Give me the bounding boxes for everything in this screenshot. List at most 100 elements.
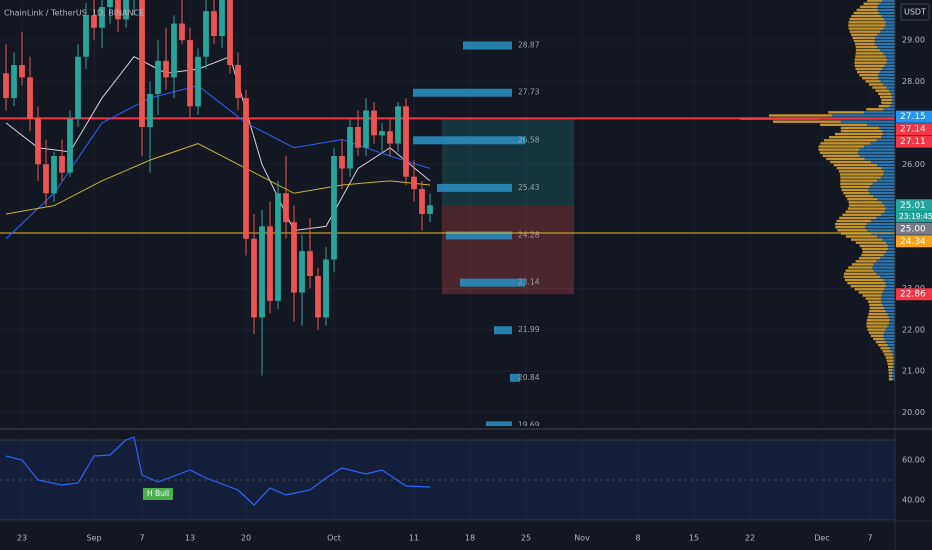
volume-profile-up [869,191,895,195]
volume-profile-down [840,185,870,189]
volume-profile-down [836,167,882,170]
volume-profile-up [880,80,895,83]
candle-body [283,193,289,223]
volume-profile-down [840,182,873,185]
volume-profile-down [843,191,870,195]
volume-profile-down [853,11,880,15]
volume-profile-down [881,98,893,102]
volume-profile-down [855,260,877,263]
volume-profile-up [879,2,895,5]
volume-profile-up [883,306,895,310]
candle-body [67,118,73,173]
candle-body [115,0,121,20]
countdown-bg [896,211,932,223]
volume-profile-down [858,291,883,294]
candle-body [51,156,57,194]
volume-profile-down [842,213,882,216]
volume-profile-up [864,145,895,148]
volume-profile-down [880,347,890,350]
volume-profile-up [889,319,895,322]
volume-profile-down [855,67,883,71]
currency: USDT [904,8,926,17]
candle-body [411,176,417,190]
volume-profile-up [883,52,895,55]
volume-profile-down [862,294,882,297]
volume-profile-up [875,36,895,40]
x-tick-label: 11 [409,534,419,543]
volume-profile-down [854,58,887,61]
x-tick-label: 7 [139,534,144,543]
volume-profile-up [889,104,895,108]
candle-body [3,73,9,99]
level-bar [486,421,512,426]
candle-body [387,131,393,144]
volume-profile-up [893,359,895,362]
level-bar [463,41,512,50]
volume-profile-down [851,14,882,18]
volume-profile-up [887,312,895,316]
volume-profile-up [884,64,895,68]
volume-profile-up [878,77,895,80]
volume-profile-up [891,374,895,378]
volume-profile-up [876,179,895,182]
volume-profile-down [887,362,893,365]
volume-profile-down [852,36,876,40]
currency-box[interactable] [900,3,930,21]
volume-profile-up [881,201,895,204]
volume-profile-down [888,368,893,372]
volume-profile-down [888,371,892,375]
volume-profile-down [855,49,881,52]
volume-profile-down [834,132,883,136]
volume-profile-up [881,135,895,139]
volume-profile-down [868,331,885,334]
volume-profile-down [854,288,885,291]
x-tick-label: 20 [241,534,251,543]
rsi-line [5,436,431,506]
candle-body [355,127,361,148]
volume-profile-up [883,334,895,338]
volume-profile-up [885,24,895,27]
price-tag [896,135,932,148]
level-bar [510,373,520,382]
level-bar [413,136,525,145]
volume-profile-up [886,86,895,89]
candle-body [347,127,353,169]
volume-profile-down [869,303,883,306]
volume-profile-down [820,142,871,145]
volume-profile-up [876,216,895,220]
volume-profile-down [828,111,864,114]
volume-profile-up [880,30,895,33]
candle-body [107,0,113,8]
volume-profile-up [877,8,895,12]
candle-body [403,106,409,177]
level-label: 28.87 [518,41,540,50]
volume-profile-up [865,225,895,229]
level-label: 19.69 [518,420,540,429]
volume-profile-down [768,114,833,117]
volume-profile-up [887,244,895,248]
volume-profile-up [859,148,895,151]
volume-profile-up [891,95,895,99]
volume-profile-up [885,309,895,313]
candle-body [395,106,401,144]
volume-profile-down [839,216,877,220]
level-label: 26.58 [518,135,540,144]
volume-profile-down [818,145,865,148]
volume-profile-down [848,27,884,30]
candle-body [43,164,49,194]
volume-profile-down [869,309,886,313]
volume-profile-down [869,306,884,310]
volume-profile-up [877,5,895,9]
volume-profile-down [847,281,886,285]
volume-profile-up [876,139,895,142]
volume-profile-up [877,235,895,238]
volume-profile-up [892,362,895,365]
volume-profile-down [858,257,881,260]
volume-profile-up [883,278,895,282]
volume-profile-up [889,347,895,350]
moving-average [5,143,431,215]
volume-profile-up [886,61,895,64]
volume-profile-down [881,101,892,105]
candle-body [291,222,297,293]
volume-profile-up [885,207,895,210]
